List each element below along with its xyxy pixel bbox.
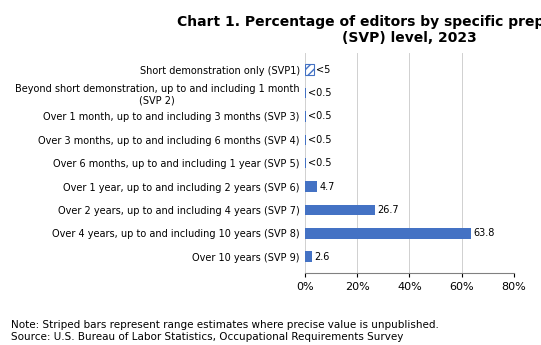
Text: <5: <5 — [316, 65, 331, 75]
Bar — [305, 181, 318, 192]
Bar — [305, 252, 312, 262]
Text: Note: Striped bars represent range estimates where precise value is unpublished.: Note: Striped bars represent range estim… — [11, 320, 439, 342]
Bar — [305, 158, 306, 168]
Bar — [305, 111, 306, 122]
Text: 63.8: 63.8 — [473, 228, 495, 238]
Text: <0.5: <0.5 — [308, 88, 332, 98]
Text: 4.7: 4.7 — [320, 181, 335, 191]
Bar — [305, 65, 314, 75]
Text: <0.5: <0.5 — [308, 135, 332, 145]
Bar — [305, 228, 471, 238]
Text: <0.5: <0.5 — [308, 111, 332, 121]
Bar — [305, 88, 306, 98]
Bar — [305, 205, 375, 215]
Text: 2.6: 2.6 — [314, 252, 329, 262]
Bar — [305, 135, 306, 145]
Text: <0.5: <0.5 — [308, 158, 332, 168]
Text: 26.7: 26.7 — [377, 205, 399, 215]
Title: Chart 1. Percentage of editors by specific preparation time
(SVP) level, 2023: Chart 1. Percentage of editors by specif… — [177, 15, 541, 45]
